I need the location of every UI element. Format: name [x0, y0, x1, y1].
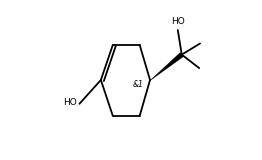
Polygon shape — [150, 53, 183, 80]
Text: HO: HO — [171, 17, 185, 26]
Text: &1: &1 — [133, 80, 144, 89]
Text: HO: HO — [63, 98, 77, 107]
